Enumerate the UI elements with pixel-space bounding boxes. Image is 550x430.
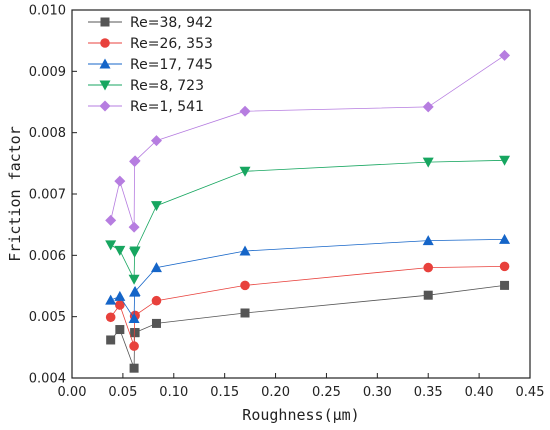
y-tick-label: 0.005 bbox=[29, 310, 66, 325]
data-point bbox=[128, 313, 140, 324]
data-point bbox=[150, 135, 162, 147]
y-tick-label: 0.010 bbox=[29, 4, 66, 19]
data-point bbox=[422, 157, 434, 168]
data-point bbox=[499, 155, 511, 166]
legend-label: Re=17, 745 bbox=[130, 57, 213, 73]
legend-label: Re=38, 942 bbox=[130, 15, 213, 31]
data-point bbox=[128, 221, 140, 233]
data-point bbox=[129, 155, 141, 167]
data-point bbox=[150, 262, 162, 273]
series-line bbox=[110, 285, 505, 369]
data-point bbox=[105, 240, 117, 251]
y-tick-label: 0.009 bbox=[29, 65, 66, 80]
data-point bbox=[115, 325, 125, 335]
legend-marker bbox=[100, 17, 110, 27]
data-point bbox=[129, 246, 141, 257]
legend-marker bbox=[100, 38, 110, 48]
data-point bbox=[423, 262, 434, 273]
data-point bbox=[499, 261, 510, 272]
data-point bbox=[129, 286, 141, 297]
data-point bbox=[130, 328, 140, 338]
x-tick-label: 0.45 bbox=[516, 385, 545, 400]
legend-marker bbox=[99, 100, 111, 112]
data-point bbox=[239, 105, 251, 117]
data-point bbox=[114, 175, 126, 187]
data-point bbox=[129, 363, 139, 373]
data-point bbox=[128, 274, 140, 285]
data-point bbox=[239, 245, 251, 256]
data-point bbox=[239, 166, 251, 177]
x-tick-label: 0.15 bbox=[210, 385, 239, 400]
data-point bbox=[499, 49, 511, 61]
x-tick-label: 0.20 bbox=[261, 385, 290, 400]
data-point bbox=[422, 101, 434, 113]
data-point bbox=[499, 233, 511, 244]
x-tick-label: 0.30 bbox=[363, 385, 392, 400]
series-line bbox=[110, 159, 505, 280]
legend-marker bbox=[99, 80, 111, 91]
data-point bbox=[151, 318, 161, 328]
series-4 bbox=[105, 49, 511, 233]
legend: Re=38, 942 Re=26, 353 Re=17, 745 Re=8, 723 R… bbox=[88, 15, 213, 115]
data-point bbox=[150, 201, 162, 212]
x-tick-label: 0.00 bbox=[58, 385, 87, 400]
y-tick-label: 0.004 bbox=[29, 372, 66, 387]
data-point bbox=[105, 312, 116, 323]
x-tick-label: 0.35 bbox=[414, 385, 443, 400]
data-point bbox=[114, 290, 126, 301]
x-tick-label: 0.40 bbox=[465, 385, 494, 400]
x-tick-label: 0.25 bbox=[312, 385, 341, 400]
data-point bbox=[105, 294, 117, 305]
legend-label: Re=26, 353 bbox=[130, 36, 213, 52]
y-tick-label: 0.008 bbox=[29, 126, 66, 141]
legend-label: Re=1, 541 bbox=[130, 99, 204, 115]
data-point bbox=[106, 335, 116, 345]
y-tick-label: 0.007 bbox=[29, 188, 66, 203]
data-point bbox=[240, 308, 250, 318]
y-tick-label: 0.006 bbox=[29, 249, 66, 264]
data-point bbox=[129, 341, 139, 351]
legend-label: Re=8, 723 bbox=[130, 78, 204, 94]
x-axis-title: Roughness(μm) bbox=[242, 406, 359, 424]
series-2 bbox=[105, 233, 511, 324]
data-point bbox=[105, 214, 117, 226]
data-point bbox=[114, 245, 126, 256]
legend-marker bbox=[99, 58, 111, 69]
series-0 bbox=[106, 280, 510, 373]
series-line bbox=[110, 266, 505, 347]
data-point bbox=[500, 280, 510, 290]
x-tick-label: 0.05 bbox=[108, 385, 137, 400]
series-1 bbox=[105, 261, 510, 351]
series-3 bbox=[105, 155, 511, 285]
x-tick-label: 0.10 bbox=[159, 385, 188, 400]
y-axis-title: Friction factor bbox=[6, 126, 24, 261]
data-point bbox=[422, 235, 434, 246]
data-point bbox=[240, 280, 250, 291]
data-point bbox=[151, 295, 162, 306]
data-point bbox=[423, 290, 433, 300]
data-point bbox=[115, 300, 125, 310]
